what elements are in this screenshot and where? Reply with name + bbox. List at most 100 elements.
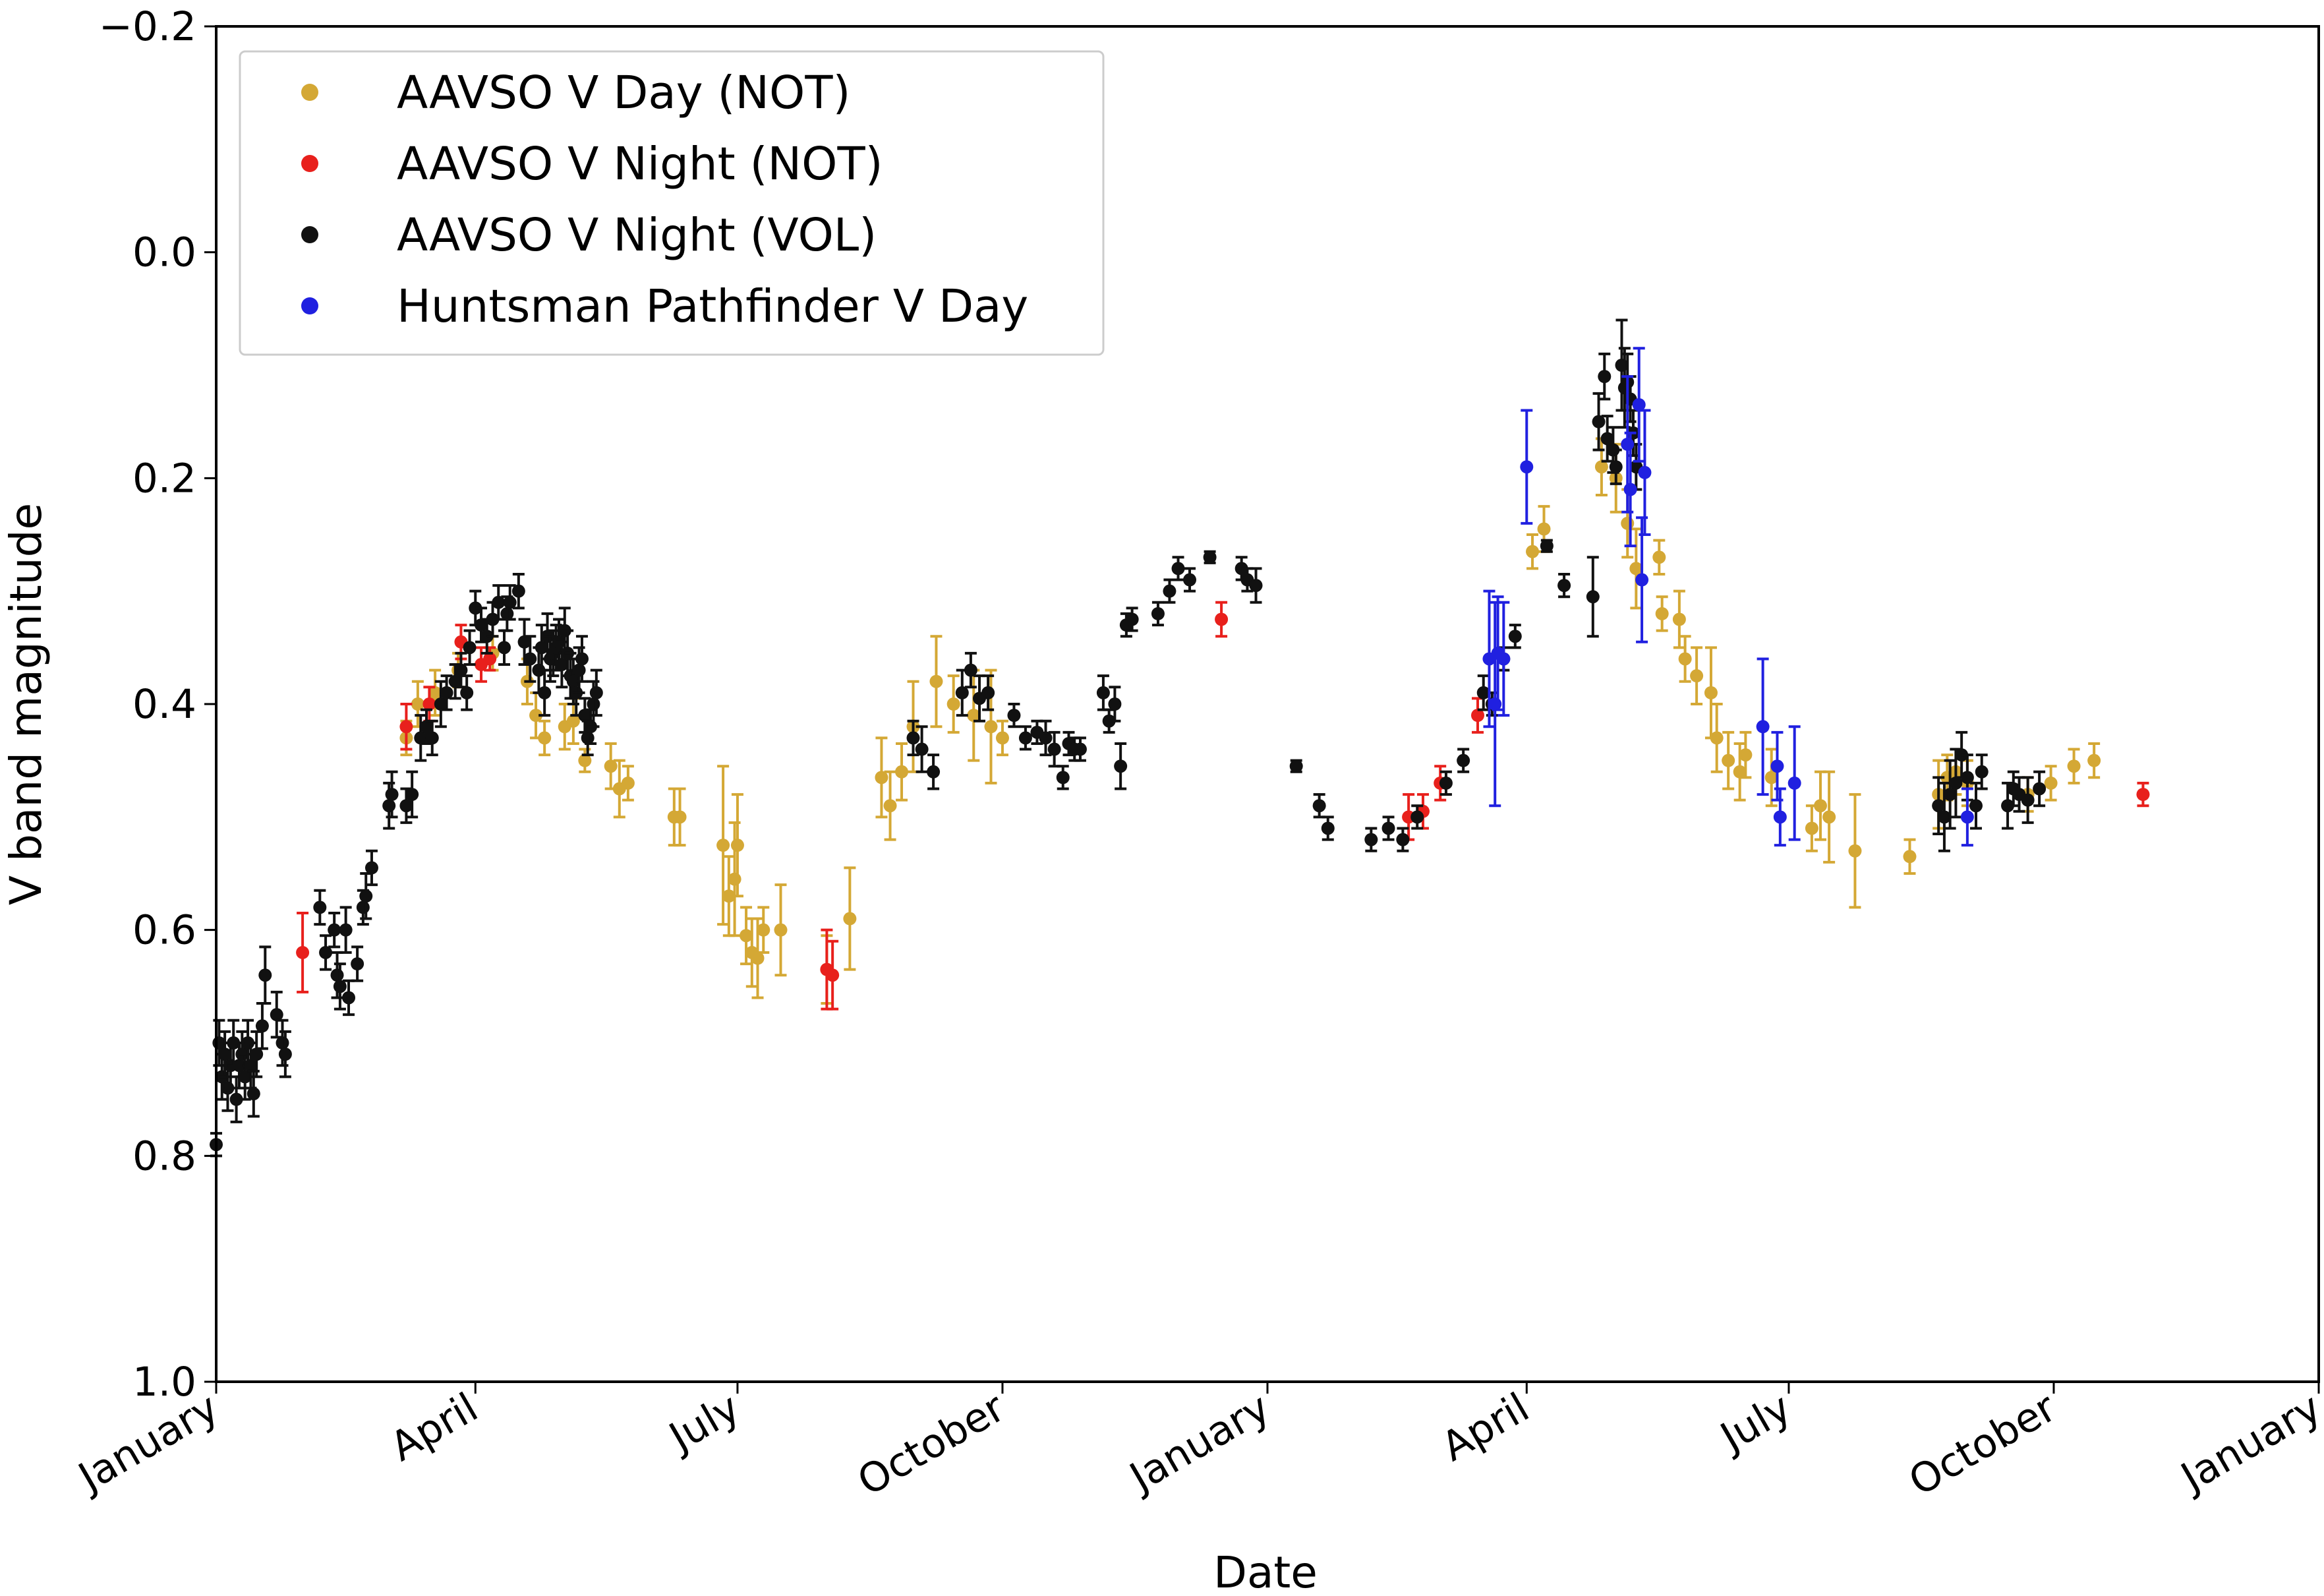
x-axis-label: Date (1213, 1547, 1318, 1596)
data-point (1056, 765, 1070, 790)
legend-marker (301, 155, 318, 172)
data-point (1678, 635, 1692, 683)
point-marker (1537, 522, 1551, 536)
data-point (2067, 748, 2081, 784)
point-marker (1672, 612, 1686, 626)
data-point (2044, 765, 2058, 802)
point-marker (244, 1059, 258, 1073)
point-marker (339, 923, 353, 937)
point-marker (1171, 562, 1185, 576)
data-point (1321, 815, 1335, 841)
legend-box (239, 50, 1105, 356)
point-marker (1629, 562, 1643, 576)
legend-marker (301, 84, 318, 101)
data-point (1520, 409, 1534, 525)
point-marker (575, 652, 589, 666)
point-marker (1814, 799, 1828, 813)
data-point (411, 680, 424, 728)
point-marker (1609, 460, 1623, 474)
data-point (328, 911, 341, 949)
point-marker (460, 686, 474, 699)
point-marker (1364, 833, 1378, 846)
point-marker (351, 957, 364, 971)
point-marker (440, 686, 453, 699)
y-tick-label: 0.4 (132, 681, 196, 728)
point-marker (1476, 686, 1490, 699)
y-axis: −0.2 0.0 0.2 0.4 0.6 0.8 1.0 (99, 3, 216, 1405)
data-point (621, 765, 635, 802)
point-marker (2044, 776, 2058, 790)
point-marker (475, 618, 488, 632)
legend-label: AAVSO V Night (VOL) (397, 209, 877, 262)
data-point (385, 770, 399, 819)
point-marker (826, 968, 840, 982)
data-point (1557, 572, 1571, 599)
point-marker (399, 799, 413, 813)
y-tick-label: 0.6 (132, 907, 196, 954)
point-marker (1733, 765, 1747, 779)
point-marker (843, 912, 857, 926)
data-point (826, 939, 840, 1011)
data-point (511, 572, 525, 610)
data-point (1672, 589, 1686, 649)
point-marker (1960, 810, 1974, 824)
point-marker (238, 1070, 252, 1084)
data-point (612, 759, 626, 819)
data-point (333, 962, 347, 1011)
data-point (538, 719, 552, 757)
data-point (1652, 539, 1666, 576)
point-marker (517, 635, 531, 649)
point-marker (1056, 771, 1070, 784)
point-marker (673, 810, 687, 824)
data-point (927, 754, 941, 790)
point-marker (1621, 437, 1635, 451)
point-marker (278, 1048, 292, 1061)
data-point (258, 945, 272, 1005)
point-marker (906, 731, 920, 745)
point-marker (1770, 759, 1784, 773)
data-point (1739, 730, 1753, 779)
point-marker (420, 720, 433, 734)
data-point (250, 1030, 264, 1079)
point-marker (454, 663, 468, 677)
data-point (405, 770, 419, 819)
point-marker (604, 759, 618, 773)
data-point (730, 793, 744, 898)
point-marker (1557, 579, 1571, 593)
data-point (578, 748, 592, 773)
point-marker (1969, 799, 1983, 813)
data-point (1540, 539, 1554, 553)
data-point (351, 945, 364, 982)
point-marker (330, 968, 344, 982)
data-point (774, 883, 788, 977)
data-point (1903, 838, 1917, 875)
data-point (1623, 431, 1637, 548)
point-marker (774, 923, 788, 937)
series-2 (210, 318, 2047, 1158)
point-marker (1526, 545, 1540, 558)
data-point (1632, 347, 1646, 463)
point-marker (1439, 776, 1453, 790)
legend: AAVSO V Day (NOT) AAVSO V Night (NOT) AAVS… (239, 50, 1105, 356)
point-marker (555, 658, 569, 672)
data-point (218, 1030, 232, 1079)
data-point (1586, 556, 1600, 638)
point-marker (1756, 720, 1770, 734)
point-marker (740, 929, 753, 943)
point-marker (1289, 759, 1303, 773)
data-point (523, 635, 537, 683)
data-point (428, 668, 442, 717)
data-point (399, 703, 413, 751)
point-marker (364, 861, 378, 875)
point-marker (425, 731, 439, 745)
data-point (883, 770, 897, 841)
y-tick-label: 0.0 (132, 229, 196, 276)
point-marker (875, 771, 888, 784)
series-3 (1482, 347, 1974, 847)
data-point (1629, 527, 1643, 610)
point-marker (1312, 799, 1326, 813)
point-marker (1540, 539, 1554, 553)
point-marker (955, 686, 969, 699)
data-point (1848, 793, 1862, 909)
data-point (1638, 409, 1652, 536)
